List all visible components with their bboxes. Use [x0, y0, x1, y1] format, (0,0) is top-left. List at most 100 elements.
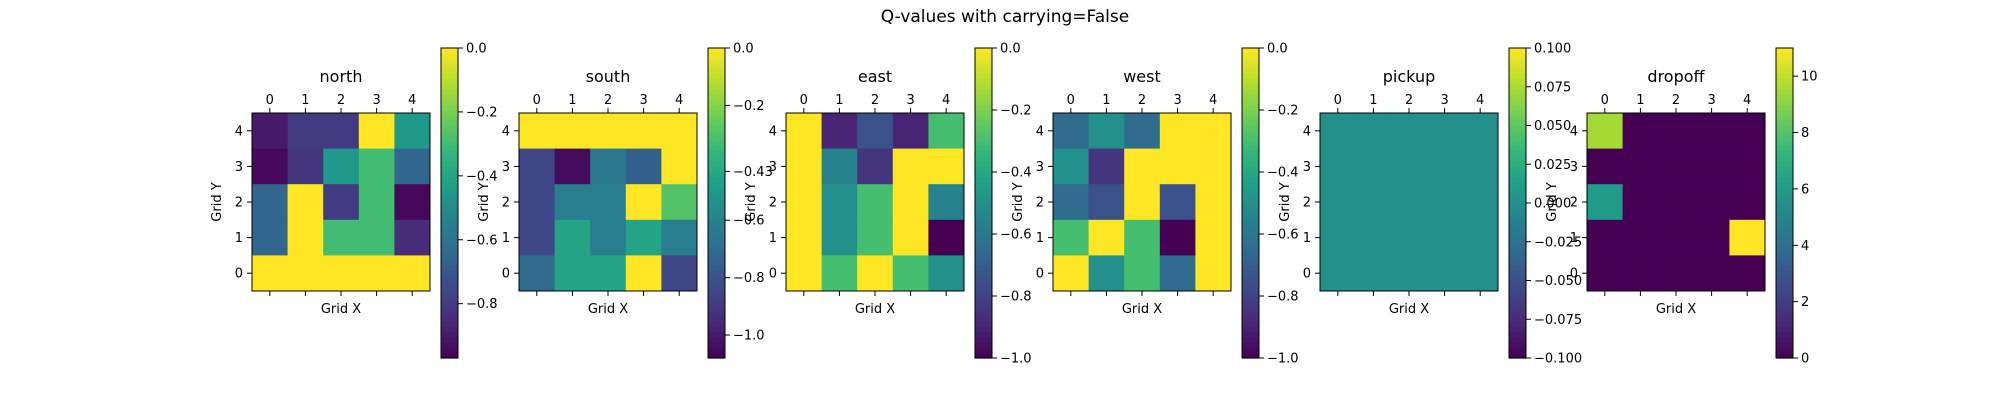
- panel-title: south: [586, 67, 631, 86]
- x-tick-label: 3: [1173, 93, 1181, 108]
- y-tick-label: 4: [1570, 124, 1578, 139]
- y-tick-label: 4: [769, 124, 777, 139]
- x-axis-label: Grid X: [321, 302, 361, 317]
- colorbar-frame: [974, 47, 993, 359]
- colorbar-segment: [708, 285, 725, 292]
- heatmap-cell: [590, 113, 627, 150]
- colorbar-segment: [1776, 104, 1793, 111]
- colorbar-segment: [1776, 270, 1793, 276]
- colorbar-tick-label: −0.050: [1534, 274, 1582, 289]
- colorbar-segment: [1242, 187, 1259, 194]
- heatmap-cell: [1462, 255, 1499, 292]
- colorbar-segment: [1242, 254, 1259, 261]
- colorbar-tick-label: 0.0: [466, 42, 487, 57]
- colorbar-tick-label: −0.6: [466, 233, 498, 248]
- colorbar-tick-label: −0.2: [1000, 104, 1032, 119]
- colorbar-segment: [1242, 290, 1259, 297]
- heatmap-panel-south: south 0 1 2 3 4 4 3 2 1 0 Grid X Grid Y 0.0 −0.2 −0.43 −…: [477, 42, 773, 359]
- colorbar-segment: [441, 265, 458, 271]
- colorbar: 0.0 −0.2 −0.4 −0.6 −0.8 −1.0: [974, 42, 1032, 367]
- colorbar-segment: [441, 197, 458, 204]
- colorbar-segment: [708, 213, 725, 220]
- colorbar-segment: [441, 239, 458, 245]
- x-tick-label: 0: [266, 93, 274, 108]
- colorbar-segment: [1242, 79, 1259, 85]
- colorbar-segment: [1509, 125, 1526, 132]
- heatmap-cell: [821, 219, 858, 256]
- y-tick-label: 3: [235, 160, 243, 175]
- heatmap-cell: [1124, 113, 1161, 150]
- colorbar-segment: [441, 280, 458, 287]
- colorbar-segment: [1776, 177, 1793, 183]
- heatmap-cell: [1320, 148, 1357, 185]
- colorbar-segment: [1242, 208, 1259, 214]
- x-tick-label: 2: [1405, 93, 1413, 108]
- heatmap-cell: [394, 184, 431, 221]
- colorbar-segment: [441, 316, 458, 323]
- colorbar-segment: [1509, 172, 1526, 178]
- colorbar-segment: [441, 306, 458, 313]
- colorbar-segment: [1776, 58, 1793, 65]
- colorbar-segment: [441, 342, 458, 349]
- y-tick-label: 1: [769, 231, 777, 246]
- colorbar-segment: [1776, 254, 1793, 261]
- x-axis-label: Grid X: [1389, 302, 1429, 317]
- colorbar-segment: [708, 115, 725, 121]
- colorbar-segment: [1242, 218, 1259, 225]
- colorbar-segment: [1776, 296, 1793, 302]
- colorbar-segment: [975, 161, 992, 168]
- heatmap-cell: [1053, 255, 1090, 292]
- heatmap-cell: [394, 148, 431, 185]
- y-tick-label: 4: [1303, 124, 1311, 139]
- colorbar-segment: [975, 254, 992, 261]
- colorbar-segment: [708, 239, 725, 245]
- colorbar-segment: [708, 58, 725, 65]
- y-tick-label: 1: [1036, 231, 1044, 246]
- heatmap-cell: [786, 184, 823, 221]
- colorbar-segment: [708, 48, 725, 54]
- colorbar-segment: [1509, 223, 1526, 230]
- colorbar-tick-label: −1.0: [1000, 352, 1032, 367]
- colorbar-frame: [1775, 47, 1794, 359]
- colorbar-segment: [441, 166, 458, 173]
- colorbar-segment: [1776, 110, 1793, 116]
- colorbar-segment: [441, 352, 458, 359]
- heatmap-cell: [892, 184, 929, 221]
- heatmap-cell: [928, 184, 965, 221]
- colorbar-segment: [708, 327, 725, 333]
- colorbar-segment: [1242, 172, 1259, 178]
- heatmap-cell: [1693, 255, 1730, 292]
- heatmap-cell: [1391, 184, 1428, 221]
- colorbar-segment: [441, 347, 458, 354]
- colorbar-segment: [441, 177, 458, 183]
- colorbar-segment: [1776, 275, 1793, 282]
- colorbar-segment: [1776, 316, 1793, 323]
- colorbar-segment: [1509, 342, 1526, 349]
- colorbar-segment: [441, 68, 458, 75]
- colorbar-segment: [1776, 68, 1793, 75]
- heatmap-cell: [1355, 184, 1392, 221]
- colorbar-segment: [975, 321, 992, 328]
- heatmap-cell: [661, 219, 698, 256]
- colorbar-tick-label: 0.025: [1534, 158, 1571, 173]
- y-tick-label: 4: [235, 124, 243, 139]
- colorbar-segment: [1509, 352, 1526, 359]
- colorbar-segment: [1776, 73, 1793, 80]
- colorbar-segment: [1776, 244, 1793, 251]
- colorbar-segment: [1509, 316, 1526, 323]
- colorbar-segment: [975, 151, 992, 158]
- heatmap-cell: [1053, 219, 1090, 256]
- colorbar-segment: [1776, 259, 1793, 266]
- heatmap-cell: [1658, 184, 1695, 221]
- heatmap-cell: [358, 255, 395, 292]
- colorbar-segment: [1509, 130, 1526, 137]
- y-axis-label: Grid Y: [1011, 182, 1026, 221]
- colorbar-segment: [975, 301, 992, 307]
- heatmap-cell: [857, 113, 894, 150]
- heatmap-cell: [1693, 184, 1730, 221]
- colorbar-segment: [1242, 265, 1259, 271]
- heatmap-cell: [1088, 219, 1125, 256]
- colorbar-segment: [1242, 223, 1259, 230]
- colorbar-segment: [975, 285, 992, 292]
- colorbar-segment: [1242, 347, 1259, 354]
